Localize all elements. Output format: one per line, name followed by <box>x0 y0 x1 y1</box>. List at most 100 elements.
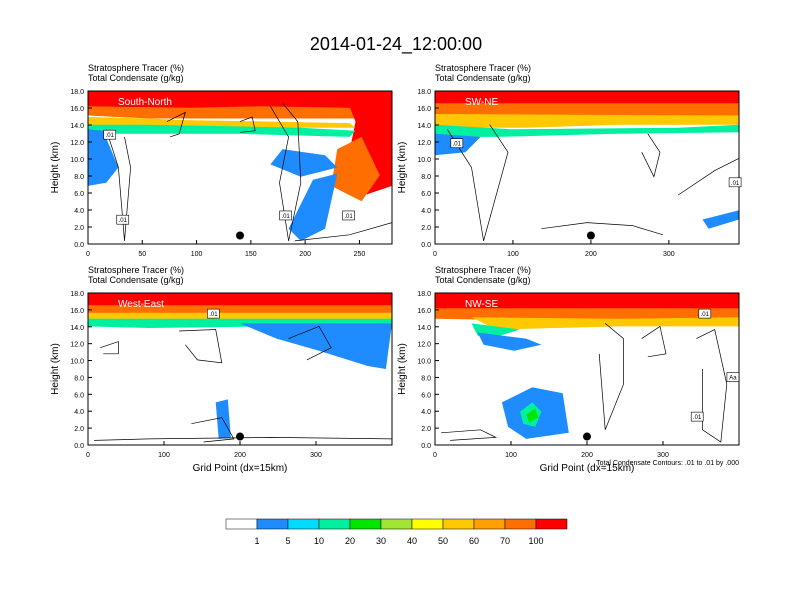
colorbar-label: 10 <box>314 536 324 546</box>
panel-label: SW-NE <box>465 97 498 108</box>
condensate-contour <box>288 325 332 361</box>
y-tick-label: 0.0 <box>74 242 84 249</box>
contour-label: Aa <box>729 375 737 381</box>
condensate-contour <box>678 157 739 196</box>
panel-nw-se: 0.0 2.0 4.0 6.0 8.0 10.0 12.0 14.0 16.0 18.0 0 100 2… <box>397 265 740 474</box>
y-tick-label: 4.0 <box>421 208 431 215</box>
location-marker <box>236 432 244 441</box>
y-tick-label: 16.0 <box>70 106 84 113</box>
panel-title-condensate: Total Condensate (g/kg) <box>88 73 184 83</box>
plot-frame <box>434 90 740 245</box>
x-tick-label: 100 <box>505 452 517 459</box>
y-axis-label: Height (km) <box>50 343 61 395</box>
y-tick-label: 6.0 <box>421 392 431 399</box>
contour-label: .01 <box>731 181 740 187</box>
tracer-region <box>88 91 392 111</box>
panel-title-tracer: Stratosphere Tracer (%) <box>435 63 531 73</box>
panel-label: South-North <box>118 97 172 108</box>
colorbar-swatch <box>287 518 320 530</box>
y-tick-label: 8.0 <box>421 174 431 181</box>
panel-label: NW-SE <box>465 299 498 310</box>
colorbar-label: 20 <box>345 536 355 546</box>
y-tick-label: 16.0 <box>417 308 431 315</box>
y-axis-label: Height (km) <box>50 142 61 194</box>
y-tick-label: 16.0 <box>417 106 431 113</box>
location-marker <box>586 231 595 240</box>
y-tick-label: 10.0 <box>70 359 84 366</box>
condensate-contour <box>94 437 392 441</box>
tracer-region <box>435 114 739 128</box>
contour-label-box <box>698 308 712 319</box>
x-tick-label: 100 <box>158 452 170 459</box>
colorbar-label: 70 <box>500 536 510 546</box>
contour-label-box <box>690 411 704 422</box>
condensate-contour <box>191 417 235 443</box>
x-tick-label: 0 <box>433 251 437 258</box>
colorbar-swatch <box>225 518 258 530</box>
tracer-region <box>288 173 338 241</box>
colorbar-swatch <box>349 518 382 530</box>
tracer-region <box>331 136 380 202</box>
y-tick-label: 12.0 <box>70 140 84 147</box>
y-tick-label: 14.0 <box>417 325 431 332</box>
condensate-contour <box>239 116 256 133</box>
contour-label-box <box>116 214 130 225</box>
tracer-region <box>88 129 119 186</box>
tracer-region <box>435 293 739 312</box>
x-tick-label: 0 <box>86 452 90 459</box>
condensate-contour <box>641 133 661 178</box>
y-tick-label: 6.0 <box>421 191 431 198</box>
y-tick-label: 16.0 <box>70 308 84 315</box>
field <box>88 91 392 244</box>
y-tick-label: 18.0 <box>417 89 431 96</box>
y-tick-label: 18.0 <box>417 291 431 298</box>
tracer-region <box>88 106 392 119</box>
colorbar-label: 30 <box>376 536 386 546</box>
x-tick-label: 50 <box>138 251 146 258</box>
colorbar-swatch <box>256 518 289 530</box>
colorbar-label: 40 <box>407 536 417 546</box>
condensate-contour <box>598 323 624 430</box>
tracer-region <box>435 124 739 137</box>
condensate-contour <box>270 102 302 241</box>
x-tick-label: 150 <box>245 251 257 258</box>
colorbar-swatch <box>535 518 568 530</box>
panel-title-condensate: Total Condensate (g/kg) <box>435 73 531 83</box>
tracer-region <box>702 210 739 229</box>
condensate-contour <box>179 329 223 364</box>
contour-label: .01 <box>701 312 710 318</box>
location-marker <box>236 231 244 240</box>
contour-label-box <box>728 177 742 188</box>
y-tick-label: 0.0 <box>74 443 84 450</box>
y-tick-label: 14.0 <box>70 123 84 130</box>
y-axis-label: Height (km) <box>397 343 408 395</box>
y-tick-label: 2.0 <box>74 426 84 433</box>
x-tick-label: 100 <box>507 251 519 258</box>
contour-label: .01 <box>693 415 702 421</box>
x-tick-label: 200 <box>234 452 246 459</box>
field <box>435 293 739 445</box>
panel-sw-ne: 0.0 2.0 4.0 6.0 8.0 10.0 12.0 14.0 16.0 18.0 0 100 2… <box>397 63 742 258</box>
colorbar-swatch <box>442 518 475 530</box>
contour-label: .01 <box>119 218 128 224</box>
panel-title-condensate: Total Condensate (g/kg) <box>435 275 531 285</box>
contour-label: .01 <box>209 312 218 318</box>
x-axis-label: Grid Point (dx=15km) <box>540 463 635 474</box>
tracer-region <box>88 124 356 137</box>
x-tick-label: 250 <box>354 251 366 258</box>
contour-label: .01 <box>281 214 290 220</box>
condensate-contour <box>446 124 509 241</box>
x-tick-label: 200 <box>581 452 593 459</box>
condensate-contour <box>294 222 392 242</box>
contour-label-box <box>342 210 355 221</box>
tracer-region <box>88 305 392 315</box>
tracer-region <box>88 312 392 321</box>
panel-title-tracer: Stratosphere Tracer (%) <box>435 265 531 275</box>
y-tick-label: 10.0 <box>70 157 84 164</box>
panel-west-east: 0.0 2.0 4.0 6.0 8.0 10.0 12.0 14.0 16.0 18.0 0 100 2… <box>50 265 393 474</box>
y-tick-label: 0.0 <box>421 443 431 450</box>
y-tick-label: 4.0 <box>74 409 84 416</box>
y-tick-label: 12.0 <box>417 342 431 349</box>
colorbar-label: 5 <box>285 536 290 546</box>
